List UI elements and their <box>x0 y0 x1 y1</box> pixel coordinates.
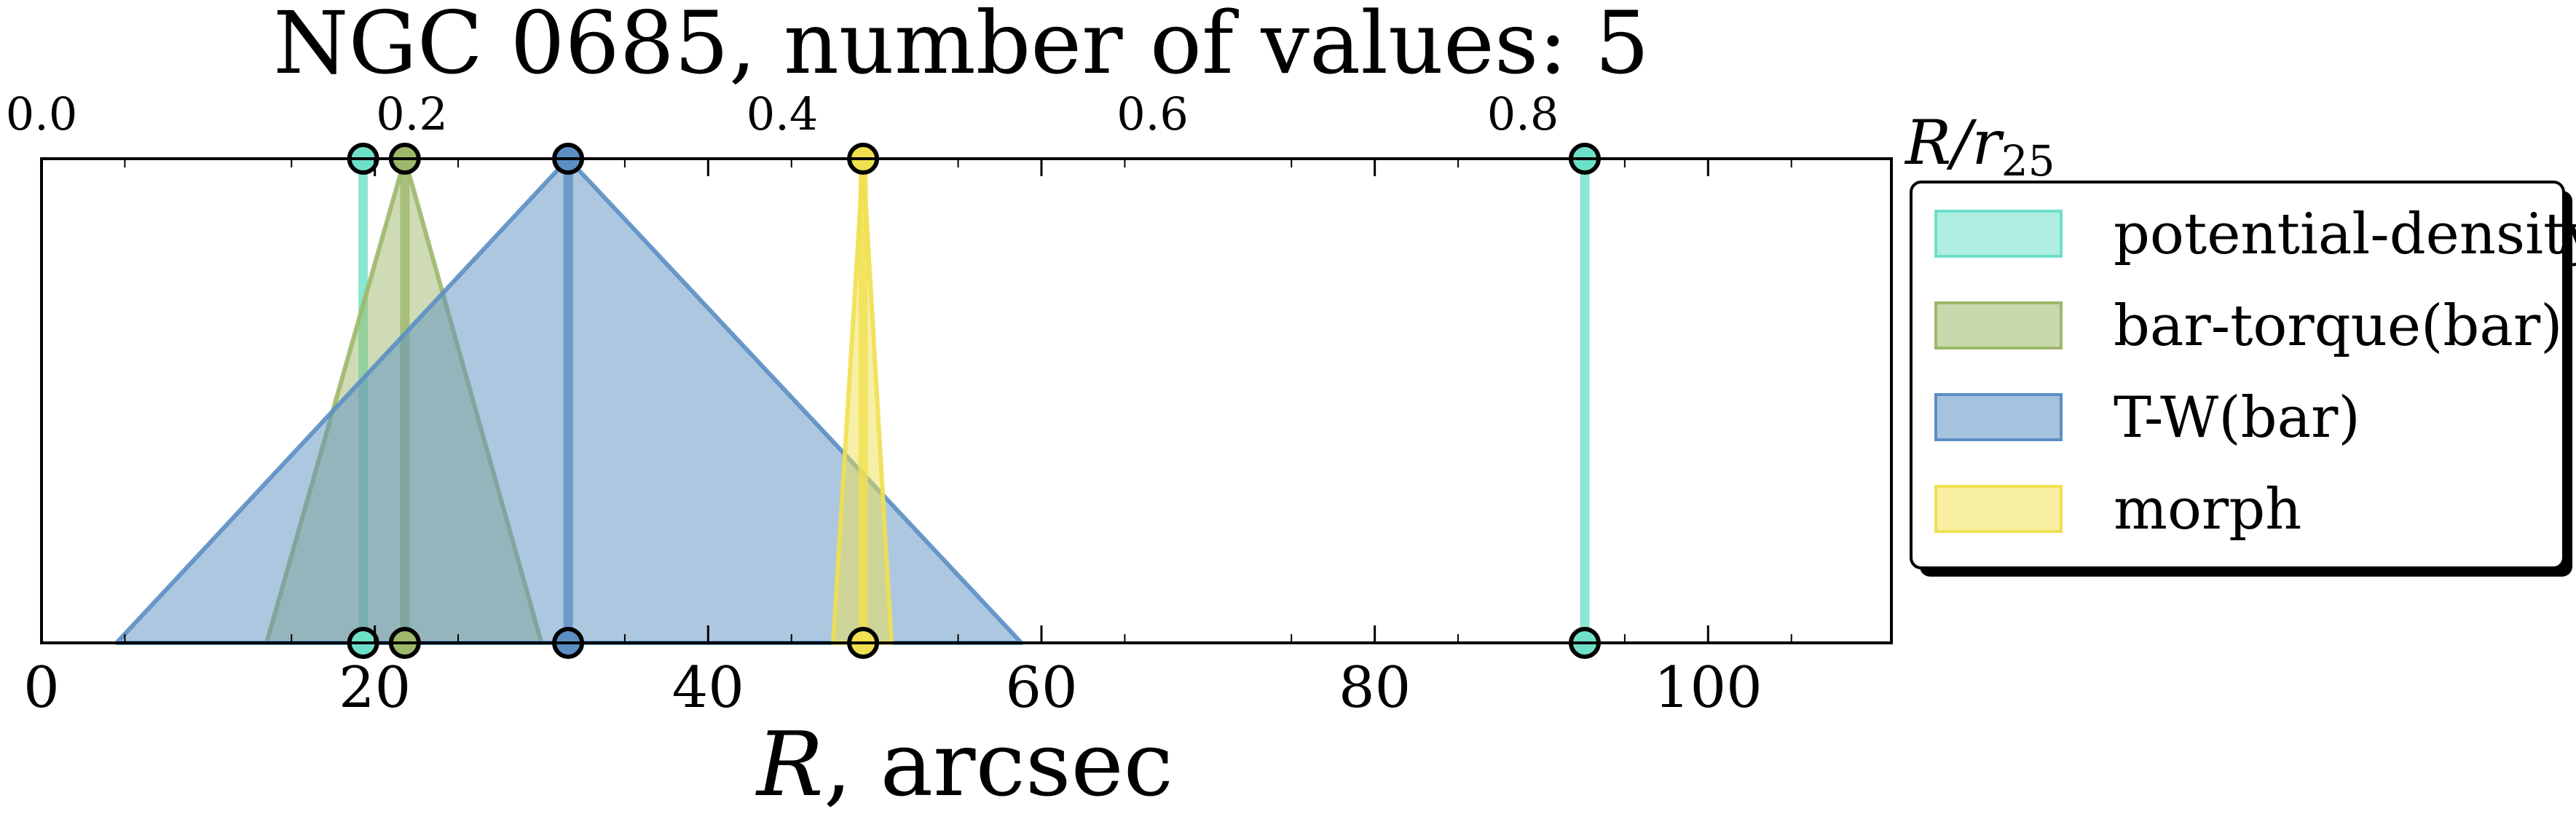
legend-swatch-2 <box>1934 393 2063 441</box>
legend-label-3: morph <box>2114 477 2301 542</box>
axis-layer: 0 20 40 60 80 100 0.0 0.2 0.4 0.6 0.8 <box>6 87 1792 721</box>
top-axis-label: R/r25 <box>1904 107 2055 186</box>
top-tick-label-1: 0.2 <box>376 87 448 141</box>
x-tick-label-3: 60 <box>1005 655 1077 721</box>
top-axis-label-text: R/r <box>1904 107 2005 178</box>
x-tick-label-2: 40 <box>672 655 744 721</box>
x-axis-label: R, arcsec <box>755 713 1173 816</box>
x-axis-label-unit: , arcsec <box>824 713 1173 816</box>
top-tick-label-3: 0.6 <box>1116 87 1189 141</box>
legend-box <box>1910 181 2565 569</box>
top-tick-label-4: 0.8 <box>1487 87 1559 141</box>
legend-label-2: T-W(bar) <box>2114 385 2360 451</box>
plot-frame <box>40 157 1893 644</box>
chart-title: NGC 0685, number of values: 5 <box>273 0 1650 93</box>
legend-swatch-0 <box>1934 210 2063 258</box>
series-layer <box>114 143 1601 659</box>
x-tick-label-4: 80 <box>1339 655 1411 721</box>
top-tick-label-2: 0.4 <box>747 87 819 141</box>
top-axis-label-subscript: 25 <box>2001 136 2055 186</box>
legend-swatch-1 <box>1934 301 2063 349</box>
legend-label-0: potential-density <box>2114 202 2576 267</box>
x-tick-label-5: 100 <box>1654 655 1762 721</box>
top-tick-label-0: 0.0 <box>6 87 78 141</box>
legend: potential-density bar-torque(bar) T-W(bar)… <box>1910 181 2576 577</box>
legend-swatch-3 <box>1934 485 2063 533</box>
x-tick-label-0: 0 <box>23 655 60 721</box>
x-axis-label-variable: R <box>755 713 824 816</box>
x-tick-label-1: 20 <box>339 655 411 721</box>
legend-label-1: bar-torque(bar) <box>2114 293 2563 359</box>
